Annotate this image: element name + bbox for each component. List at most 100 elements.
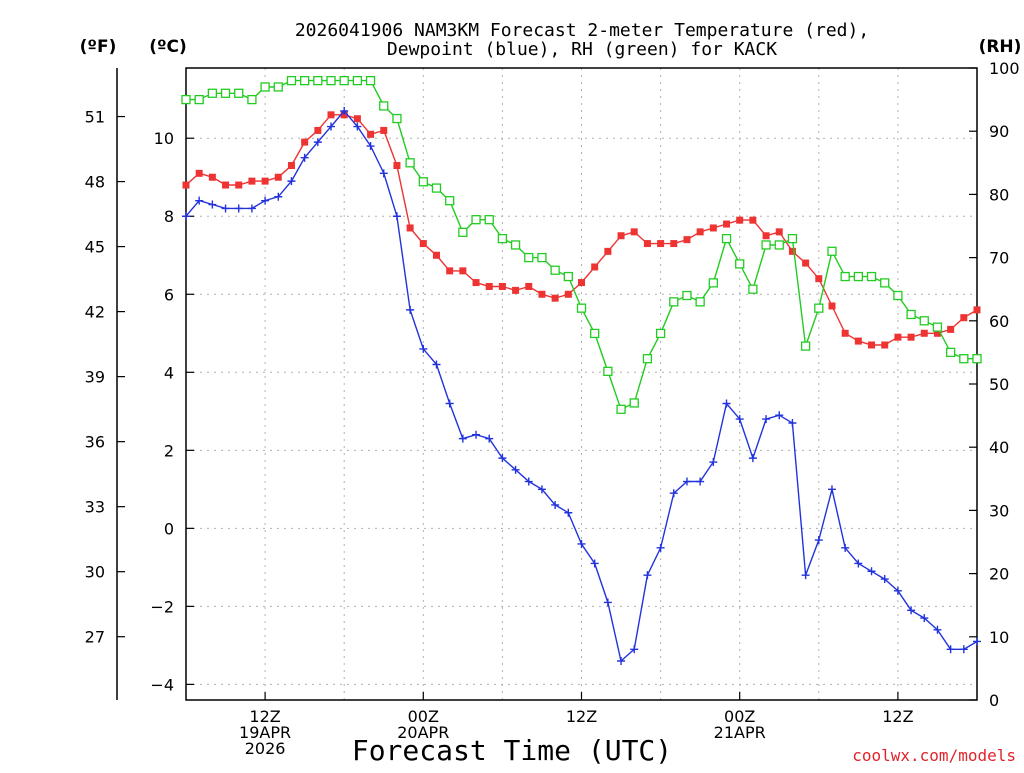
credit-label: coolwx.com/models xyxy=(852,746,1016,765)
temperature-point xyxy=(894,333,902,341)
dewpoint-point xyxy=(287,177,296,186)
axes-layer: 5148454239363330271086420−2−410090807060… xyxy=(85,59,1020,758)
temperature-point xyxy=(564,290,572,298)
rh-point xyxy=(932,322,943,332)
rh-point xyxy=(695,297,705,307)
label-layer: 2026041906 NAM3KM Forecast 2-meter Tempe… xyxy=(80,20,1022,767)
temperature-point xyxy=(432,251,440,259)
dewpoint-point xyxy=(880,575,889,584)
rh-point xyxy=(827,246,837,256)
rh-point xyxy=(576,303,587,313)
dewpoint-point xyxy=(261,196,270,205)
temperature-point xyxy=(367,130,375,138)
rh-point xyxy=(748,284,758,294)
temperature-point xyxy=(472,279,480,287)
dewpoint-point xyxy=(722,399,731,408)
temperature-point xyxy=(854,337,862,345)
rh-point xyxy=(669,297,679,307)
dewpoint-point xyxy=(195,196,204,205)
x-tick-label: 2026 xyxy=(245,739,286,758)
rh-point xyxy=(642,354,653,364)
rh-point xyxy=(220,88,231,98)
temperature-point xyxy=(591,263,599,271)
temperature-point xyxy=(802,259,810,267)
rh-tick-label: 70 xyxy=(989,249,1009,268)
dewpoint-point xyxy=(854,559,863,568)
chart-title-line-1: 2026041906 NAM3KM Forecast 2-meter Tempe… xyxy=(295,20,869,41)
dewpoint-point xyxy=(748,454,757,463)
temperature-point xyxy=(578,279,585,287)
celsius-unit-label: (ºC) xyxy=(149,37,187,57)
temperature-point xyxy=(261,177,269,185)
rh-point xyxy=(299,75,310,86)
dewpoint-point xyxy=(841,543,850,552)
temperature-point xyxy=(657,240,665,248)
rh-tick-label: 50 xyxy=(989,375,1009,394)
fahrenheit-tick-label: 51 xyxy=(85,108,105,127)
dewpoint-point xyxy=(537,485,546,494)
rh-point xyxy=(919,316,929,326)
rh-point xyxy=(510,240,521,250)
dewpoint-point xyxy=(406,305,415,314)
rh-point xyxy=(181,94,191,105)
rh-point xyxy=(945,347,956,358)
temperature-point xyxy=(736,216,744,224)
dewpoint-point xyxy=(577,539,586,548)
fahrenheit-tick-label: 45 xyxy=(85,238,105,257)
rh-point xyxy=(352,75,363,86)
dewpoint-point xyxy=(973,637,981,646)
rh-tick-label: 40 xyxy=(989,438,1009,457)
rh-point xyxy=(313,75,323,86)
temperature-point xyxy=(933,329,941,337)
rh-point xyxy=(603,366,613,377)
temperature-point xyxy=(947,325,955,333)
dewpoint-point xyxy=(630,645,639,654)
temperature-point xyxy=(960,314,968,322)
fahrenheit-tick-label: 39 xyxy=(85,368,105,387)
rh-point xyxy=(431,183,442,193)
rh-point xyxy=(207,88,218,98)
temperature-point xyxy=(446,267,454,275)
temperature-point xyxy=(235,181,243,189)
rh-point xyxy=(906,309,916,320)
rh-point xyxy=(893,290,903,301)
rh-point xyxy=(497,233,508,244)
temperature-point xyxy=(314,126,322,134)
temperature-point xyxy=(788,247,796,255)
temperature-point xyxy=(498,282,506,290)
temperature-point xyxy=(485,282,493,290)
dewpoint-point xyxy=(511,465,520,474)
x-tick-label: 00Z xyxy=(724,707,755,726)
temperature-point xyxy=(525,282,533,290)
rh-point xyxy=(537,252,547,263)
dewpoint-line xyxy=(185,109,978,663)
dewpoint-point xyxy=(366,142,375,151)
temperature-point xyxy=(327,111,335,119)
x-tick-label: 21APR xyxy=(714,723,766,742)
dewpoint-point xyxy=(801,571,810,580)
dewpoint-point xyxy=(907,606,916,615)
rh-point xyxy=(247,94,257,105)
celsius-tick-label: 6 xyxy=(164,285,174,304)
dewpoint-point xyxy=(274,192,283,201)
dewpoint-point xyxy=(485,434,494,443)
dewpoint-point xyxy=(379,169,388,178)
rh-point xyxy=(735,259,745,269)
dewpoint-point xyxy=(788,419,797,428)
x-tick-label: 00Z xyxy=(408,707,439,726)
dewpoint-point xyxy=(696,477,705,486)
rh-point xyxy=(365,75,376,86)
dewpoint-point xyxy=(445,399,454,408)
fahrenheit-tick-label: 27 xyxy=(85,628,105,647)
temperature-point xyxy=(287,162,295,170)
temperature-point xyxy=(222,181,230,189)
rh-point xyxy=(590,328,600,339)
rh-tick-label: 80 xyxy=(989,185,1009,204)
rh-point xyxy=(563,271,573,282)
rh-tick-label: 10 xyxy=(989,628,1009,647)
dewpoint-point xyxy=(432,360,441,369)
rh-point xyxy=(655,328,666,339)
temperature-point xyxy=(881,341,889,349)
